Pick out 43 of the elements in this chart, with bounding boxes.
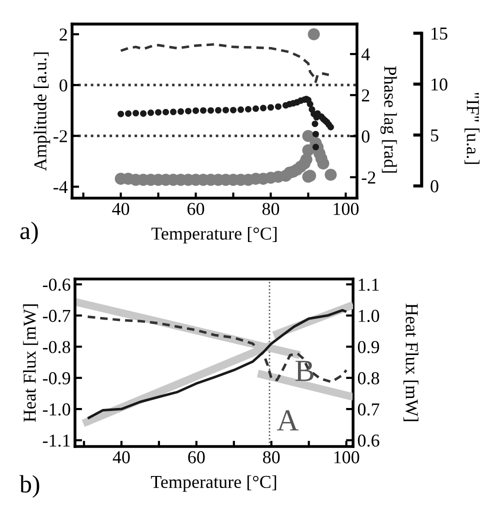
y2-tick-label: 1.1 — [358, 278, 379, 291]
y2-tick-label: -2 — [362, 172, 376, 184]
y-tick-label: -0.7 — [42, 310, 70, 322]
y-tick-label: -2 — [54, 130, 67, 142]
annotation: B — [295, 360, 314, 381]
x-tick-label: 40 — [112, 451, 130, 464]
y2-tick-label: 1.0 — [358, 310, 380, 322]
x-axis-title: Temperature [°C] — [150, 475, 276, 492]
text: b) — [19, 475, 40, 498]
y-tick-label: -0.6 — [42, 278, 70, 291]
y2-tick-label: 0.8 — [358, 372, 380, 384]
y2-axis-title: Phase lag [rad] — [380, 66, 397, 173]
y-axis-title: Amplitude [a.u.] — [34, 52, 50, 171]
y-axis-title: Heat Flux [mW] — [23, 304, 38, 422]
y-tick-label: 0 — [60, 79, 68, 92]
y3-tick-label: 15 — [432, 28, 448, 40]
y2-tick-label: 0 — [362, 130, 370, 143]
y-tick-label: 2 — [60, 28, 67, 40]
y2-tick-label: 0.9 — [358, 340, 380, 354]
y-tick-label: -0.9 — [42, 372, 70, 384]
y2-tick-label: 0.6 — [358, 434, 380, 447]
x-tick-label: 100 — [334, 202, 359, 216]
annotation: A — [276, 410, 299, 430]
y3-tick-label: 10 — [432, 78, 448, 91]
text: a) — [20, 222, 38, 244]
y2-axis-title: Heat Flux [mW] — [403, 304, 418, 422]
y-tick-label: -0.8 — [42, 340, 70, 354]
x-tick-label: 60 — [188, 202, 204, 216]
y2-tick-label: 2 — [362, 89, 370, 102]
y3-tick-label: 5 — [431, 129, 438, 142]
y3-tick-label: 0 — [430, 180, 438, 192]
y2-tick-label: 4 — [361, 48, 370, 60]
y-tick-label: -1.0 — [42, 403, 70, 416]
x-tick-label: 40 — [112, 202, 130, 216]
y-tick-label: -1.1 — [42, 434, 70, 447]
x-tick-label: 80 — [262, 202, 280, 216]
y-tick-label: -4 — [54, 181, 68, 193]
y3-axis-title: "IF" [u.a.] — [464, 92, 480, 164]
x-tick-label: 80 — [263, 451, 280, 464]
y2-tick-label: 0.7 — [358, 403, 380, 416]
x-tick-label: 100 — [334, 451, 360, 464]
x-axis-title: Temperature [°C] — [151, 227, 277, 244]
x-tick-label: 60 — [188, 451, 205, 464]
